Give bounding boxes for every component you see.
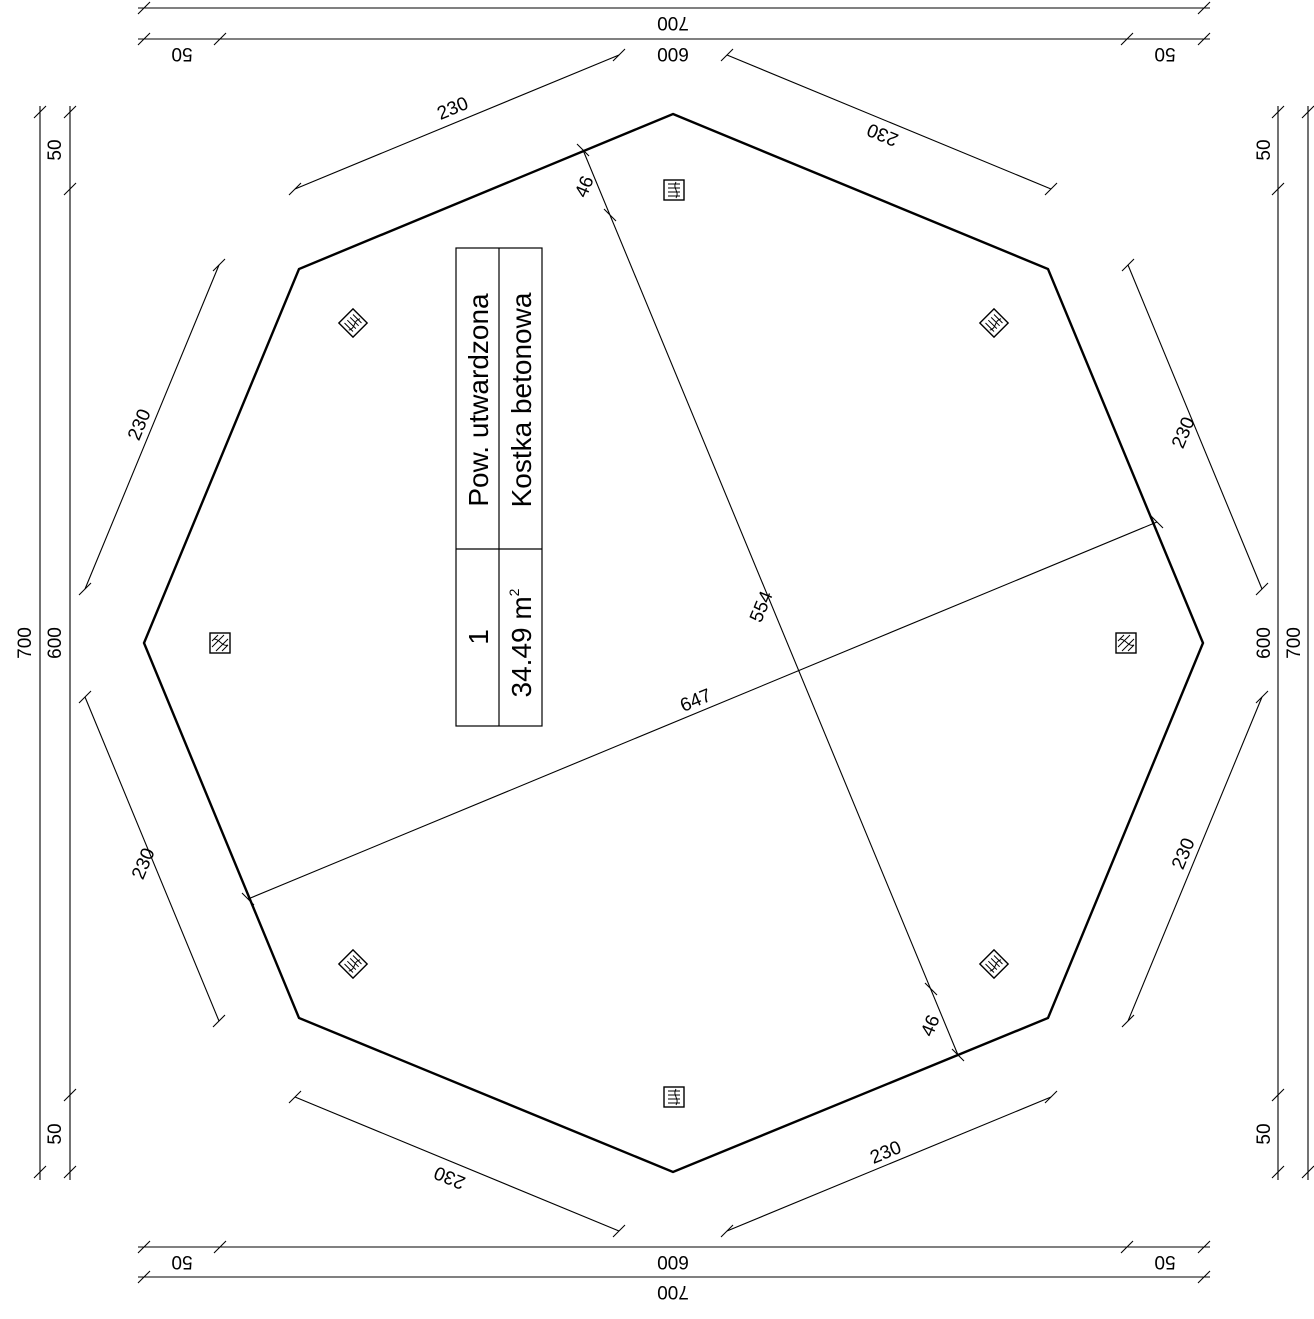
dim-bottom-overall: 700 xyxy=(657,1281,689,1302)
dim-right-top: 50 xyxy=(1254,139,1275,160)
dim-bottom-middle: 600 xyxy=(657,1251,689,1272)
dim-edge-top-left: 230 xyxy=(434,93,471,125)
room-finish: Kostka betonowa xyxy=(506,292,537,507)
dim-left-overall: 700 xyxy=(15,627,36,659)
diagonal-short-line xyxy=(582,149,959,1056)
bottom-dimensions xyxy=(137,1240,1211,1284)
dim-offset-bottom: 46 xyxy=(917,1012,944,1040)
dim-diagonal-short: 554 xyxy=(746,588,778,626)
dim-edge-bottom-right: 230 xyxy=(867,1137,904,1169)
post-icon xyxy=(663,1086,685,1108)
dim-edge-top-right: 230 xyxy=(864,118,901,150)
dim-top-left: 50 xyxy=(171,43,192,64)
post-icon xyxy=(978,307,1010,339)
dim-right-overall: 700 xyxy=(1284,627,1305,659)
dim-edge-left-upper: 230 xyxy=(124,406,156,443)
edge-dimensions xyxy=(78,48,1269,1238)
dim-left-top: 50 xyxy=(45,139,66,160)
dim-edge-left-lower: 230 xyxy=(128,845,160,882)
post-icon xyxy=(337,307,369,339)
dim-top-middle: 600 xyxy=(657,43,689,64)
diagonal-ticks xyxy=(241,143,1164,1062)
dim-edge-right-upper: 230 xyxy=(1168,414,1200,451)
octagon-outline xyxy=(142,112,1205,1174)
dim-bottom-right: 50 xyxy=(1154,1251,1175,1272)
post-icon xyxy=(1115,632,1137,654)
top-dimensions xyxy=(137,1,1211,46)
room-number: 1 xyxy=(463,629,494,645)
dim-top-overall: 700 xyxy=(657,12,689,33)
dim-diagonal-long: 647 xyxy=(677,685,714,717)
room-table: 1 Pow. utwardzona 34.49 m2 Kostka betono… xyxy=(455,247,543,727)
dim-edge-right-lower: 230 xyxy=(1168,835,1200,872)
post-icon xyxy=(337,948,369,980)
dim-left-middle: 600 xyxy=(45,627,66,659)
post-icon xyxy=(978,948,1010,980)
dim-right-middle: 600 xyxy=(1254,627,1275,659)
dim-right-bottom: 50 xyxy=(1254,1123,1275,1144)
right-dimensions xyxy=(1271,105,1314,1180)
post-icon xyxy=(209,632,231,654)
room-area: 34.49 m2 xyxy=(506,588,537,697)
dim-top-right: 50 xyxy=(1154,43,1175,64)
post-icon xyxy=(663,179,685,201)
left-dimensions xyxy=(33,105,77,1180)
room-name: Pow. utwardzona xyxy=(463,293,494,507)
diagonal-long-line xyxy=(247,521,1158,900)
dim-bottom-left: 50 xyxy=(171,1251,192,1272)
dim-left-bottom: 50 xyxy=(45,1123,66,1144)
